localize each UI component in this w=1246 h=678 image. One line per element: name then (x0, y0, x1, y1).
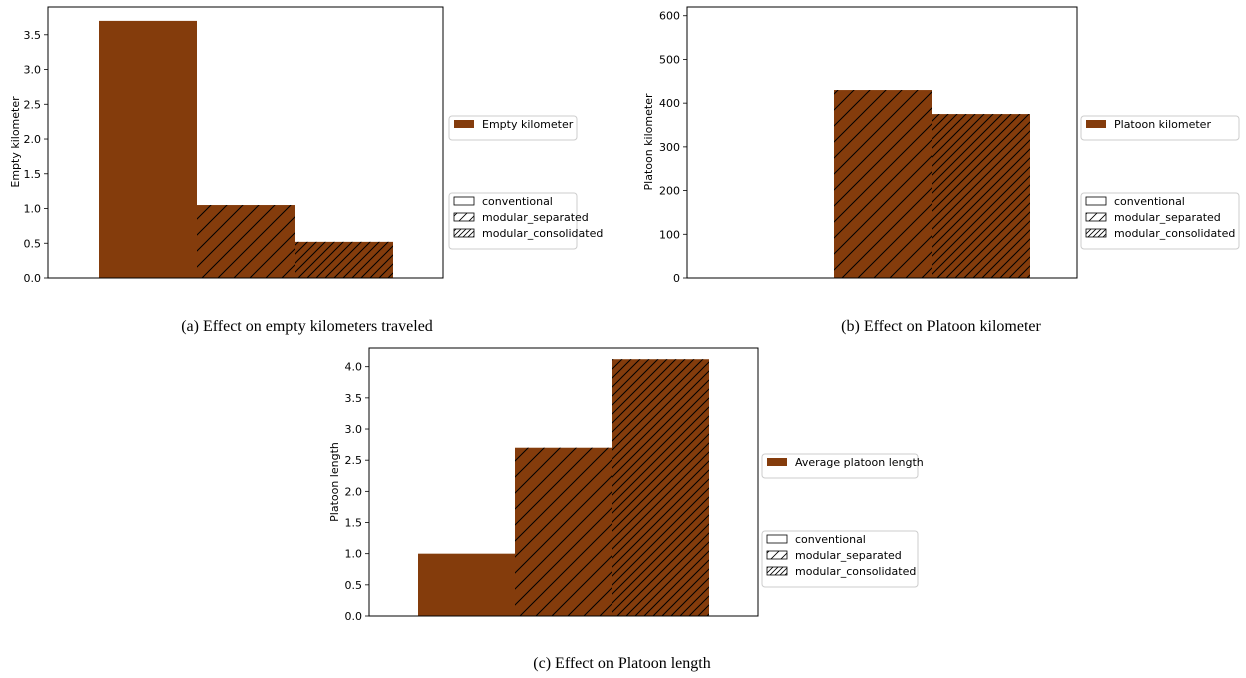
legend-label: conventional (482, 195, 553, 208)
y-tick-label: 500 (659, 53, 680, 66)
bar-hatch-modular_consolidated (932, 114, 1030, 278)
legend-label: modular_separated (482, 211, 589, 224)
y-tick-label: 100 (659, 228, 680, 241)
y-axis-label: Empty kilometer (9, 96, 22, 188)
bar-hatch-modular_separated (197, 205, 295, 278)
legend-label: modular_consolidated (482, 227, 603, 240)
legend-hatch-swatch (766, 566, 788, 576)
y-tick-label: 0 (673, 272, 680, 285)
chart-platoon-kilometer: Platoon kilometer 0 100 200 300 400 500 600 Pl… (642, 6, 1240, 335)
y-tick-label: 1.0 (345, 548, 363, 561)
y-tick-label: 2.5 (24, 98, 42, 111)
y-tick-label: 1.5 (345, 517, 363, 530)
y-tick-label: 0.5 (345, 579, 363, 592)
legend-hatch-swatch (1085, 196, 1107, 206)
bar-hatch-modular_separated (834, 90, 932, 278)
legend-label: Average platoon length (795, 456, 924, 469)
legend-hatch-swatch (766, 534, 788, 544)
y-axis-label: Platoon length (328, 442, 341, 522)
y-tick-label: 200 (659, 185, 680, 198)
plot-frame (368, 347, 759, 617)
bar-hatch-modular_consolidated (612, 359, 709, 616)
legend-swatch (454, 120, 474, 128)
legend-hatch-swatch (453, 196, 475, 206)
legend-hatch-swatch (1085, 228, 1107, 238)
y-axis-label: Platoon kilometer (642, 93, 655, 190)
legend-label: modular_consolidated (1114, 227, 1235, 240)
y-tick-label: 1.5 (24, 168, 42, 181)
y-tick-label: 0.0 (345, 610, 363, 623)
y-tick-label: 4.0 (345, 361, 363, 374)
legend-label: conventional (1114, 195, 1185, 208)
legend-series-box (448, 115, 578, 141)
caption: (a) Effect on empty kilometers traveled (181, 318, 433, 335)
y-tick-label: 0.5 (24, 237, 42, 250)
y-tick-label: 3.0 (24, 64, 42, 77)
plot-frame (47, 6, 444, 279)
legend-swatch (1086, 120, 1106, 128)
y-tick-label: 600 (659, 10, 680, 23)
bar-hatch-modular_consolidated (295, 241, 393, 278)
y-tick-label: 0.0 (24, 272, 42, 285)
legend-label: modular_separated (1114, 211, 1221, 224)
legend-hatch-swatch (453, 212, 475, 222)
legend-label: modular_separated (795, 549, 902, 562)
bar-conventional (418, 553, 515, 616)
legend-label: modular_consolidated (795, 565, 916, 578)
y-tick-label: 3.0 (345, 423, 363, 436)
bar-conventional (99, 20, 197, 279)
legend-label: conventional (795, 533, 866, 546)
plot-frame (686, 6, 1078, 279)
y-tick-label: 2.5 (345, 454, 363, 467)
y-tick-label: 1.0 (24, 203, 42, 216)
legend-label: Platoon kilometer (1114, 118, 1211, 131)
legend-hatch-swatch (453, 228, 475, 238)
legend-hatch-box (761, 530, 919, 588)
y-tick-label: 2.0 (24, 133, 42, 146)
y-tick-label: 300 (659, 141, 680, 154)
caption: (c) Effect on Platoon length (533, 655, 710, 672)
y-tick-label: 3.5 (24, 29, 42, 42)
legend-hatch-swatch (766, 550, 788, 560)
y-tick-label: 3.5 (345, 392, 363, 405)
bar-hatch-modular_separated (515, 447, 612, 616)
legend-hatch-box (448, 192, 578, 250)
y-tick-label: 400 (659, 97, 680, 110)
legend-swatch (767, 458, 787, 466)
legend-series-box (1080, 115, 1240, 141)
legend-hatch-box (1080, 192, 1240, 250)
chart-empty-kilometer: Empty kilometer 0.0 0.5 1.0 1.5 2.0 2.5 3.0 3.5… (9, 6, 603, 335)
caption: (b) Effect on Platoon kilometer (841, 318, 1041, 335)
y-tick-label: 2.0 (345, 485, 363, 498)
chart-platoon-length: Platoon length 0.0 0.5 1.0 1.5 2.0 2.5 3.0 3.5 4… (328, 347, 924, 672)
legend-hatch-swatch (1085, 212, 1107, 222)
legend-label: Empty kilometer (482, 118, 574, 131)
legend-series-box (761, 453, 919, 479)
